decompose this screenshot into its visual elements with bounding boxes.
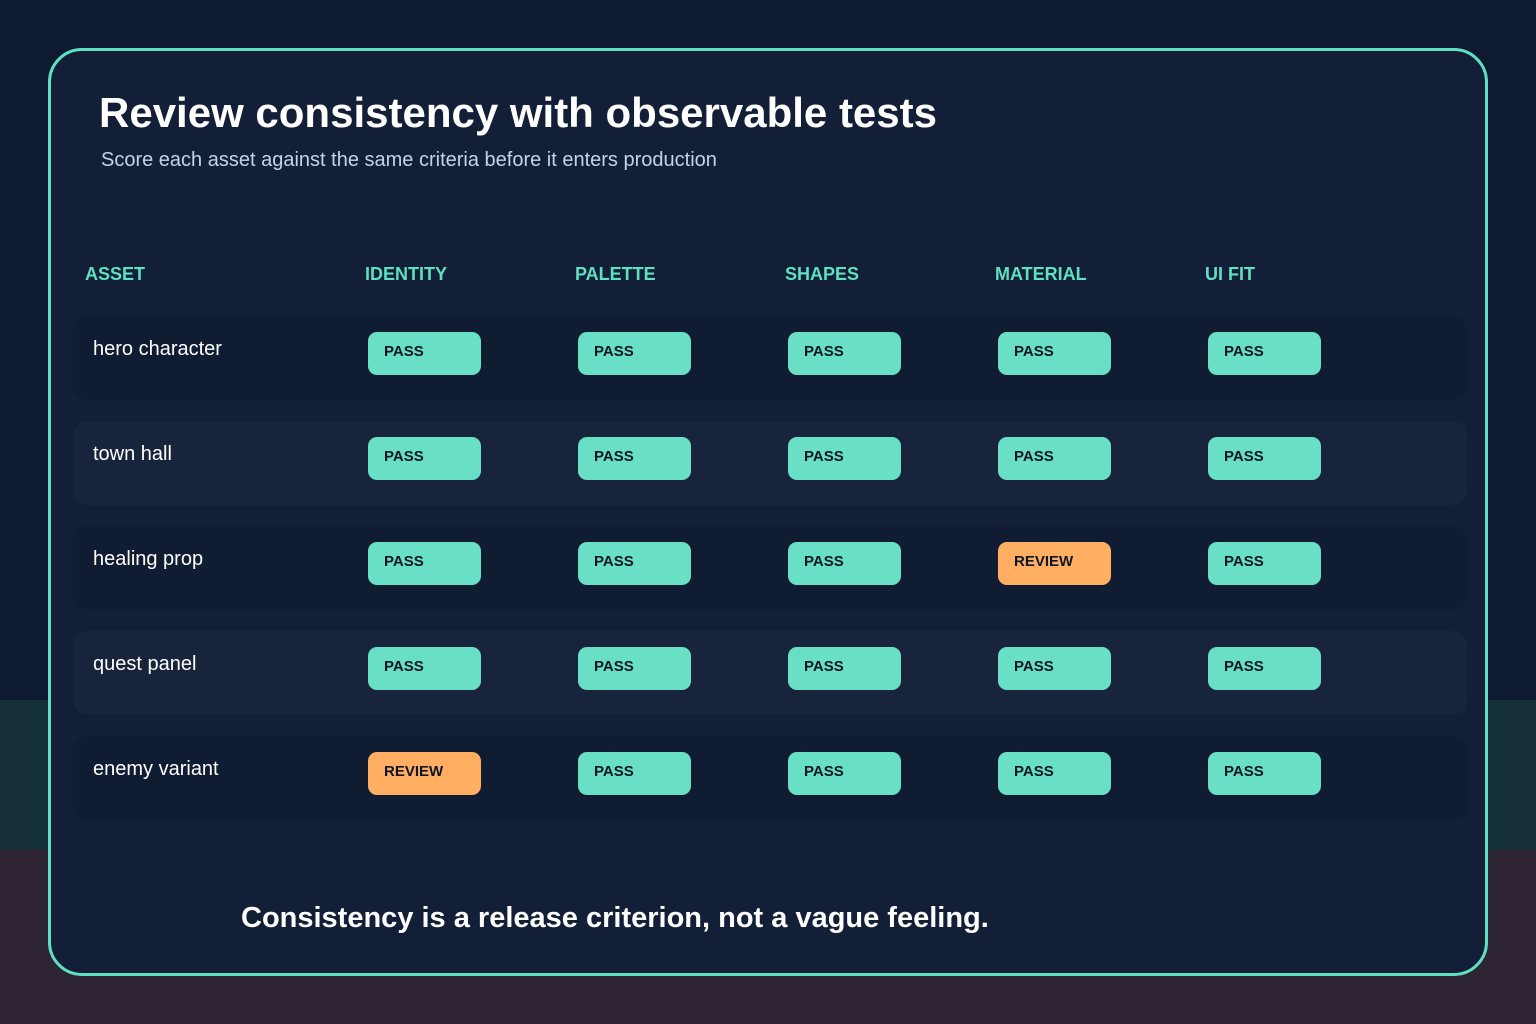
asset-name: hero character — [93, 338, 222, 360]
table-row: town hall PASS PASS PASS PASS PASS — [73, 421, 1467, 505]
identity-status-badge: PASS — [368, 647, 481, 690]
ui-fit-status-badge: PASS — [1208, 647, 1321, 690]
palette-status-badge: PASS — [578, 647, 691, 690]
ui-fit-status-badge: PASS — [1208, 332, 1321, 375]
shapes-status-badge: PASS — [788, 647, 901, 690]
ui-fit-status-badge: PASS — [1208, 542, 1321, 585]
asset-name: town hall — [93, 443, 172, 465]
column-header-ui-fit: UI FIT — [1205, 264, 1255, 284]
asset-name: enemy variant — [93, 758, 219, 780]
material-status-badge: PASS — [998, 332, 1111, 375]
identity-status-badge: PASS — [368, 437, 481, 480]
material-status-badge: PASS — [998, 647, 1111, 690]
column-header-identity: IDENTITY — [365, 264, 448, 284]
shapes-status-badge: PASS — [788, 542, 901, 585]
footer-note: Consistency is a release criterion, not … — [241, 902, 989, 934]
palette-status-badge: PASS — [578, 437, 691, 480]
column-header-material: MATERIAL — [995, 264, 1087, 284]
shapes-status-badge: PASS — [788, 332, 901, 375]
table-row: enemy variant REVIEW PASS PASS PASS PASS — [73, 736, 1467, 820]
ui-fit-status-badge: PASS — [1208, 752, 1321, 795]
asset-name: healing prop — [93, 548, 204, 570]
identity-status-badge: REVIEW — [368, 752, 481, 795]
table-row: quest panel PASS PASS PASS PASS PASS — [73, 631, 1467, 715]
material-status-badge: REVIEW — [998, 542, 1111, 585]
palette-status-badge: PASS — [578, 332, 691, 375]
asset-name: quest panel — [93, 653, 197, 675]
page-subtitle: Score each asset against the same criter… — [101, 149, 717, 171]
identity-status-badge: PASS — [368, 332, 481, 375]
column-header-shapes: SHAPES — [785, 264, 860, 284]
table-row: healing prop PASS PASS PASS REVIEW PASS — [73, 526, 1467, 610]
page-title: Review consistency with observable tests — [99, 89, 937, 136]
material-status-badge: PASS — [998, 752, 1111, 795]
ui-fit-status-badge: PASS — [1208, 437, 1321, 480]
identity-status-badge: PASS — [368, 542, 481, 585]
column-header-asset: ASSET — [85, 264, 146, 284]
palette-status-badge: PASS — [578, 542, 691, 585]
shapes-status-badge: PASS — [788, 752, 901, 795]
column-header-palette: PALETTE — [575, 264, 656, 284]
palette-status-badge: PASS — [578, 752, 691, 795]
table-row: hero character PASS PASS PASS PASS PASS — [73, 316, 1467, 400]
material-status-badge: PASS — [998, 437, 1111, 480]
review-card: Review consistency with observable tests… — [48, 48, 1488, 976]
shapes-status-badge: PASS — [788, 437, 901, 480]
